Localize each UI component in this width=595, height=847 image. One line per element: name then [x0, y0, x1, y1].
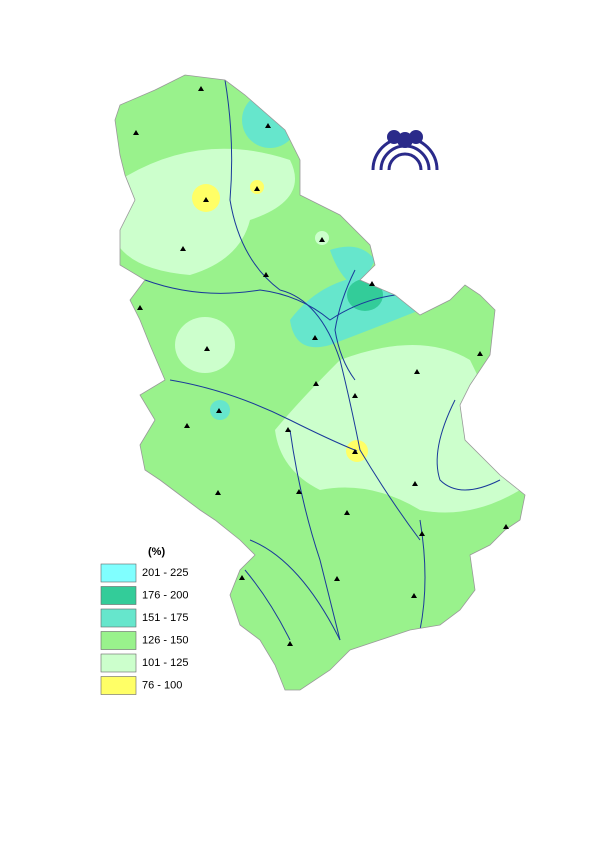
- legend-label: 151 - 175: [142, 612, 188, 624]
- legend-label: 201 - 225: [142, 567, 188, 579]
- legend-swatch: [100, 676, 137, 695]
- legend-swatch: [100, 563, 137, 583]
- zone-light: [175, 317, 235, 373]
- zone-dark: [347, 279, 383, 311]
- legend: 201 - 225 176 - 200 151 - 175 126 - 150 101 …: [100, 563, 188, 695]
- zone-teal: [290, 275, 420, 348]
- zone-light: [275, 345, 520, 513]
- legend-swatch: [100, 653, 137, 673]
- legend-swatch: [100, 631, 137, 650]
- logo: [371, 130, 439, 171]
- rivers: [144, 79, 501, 641]
- border: [114, 74, 526, 691]
- legend-title: (%): [148, 546, 165, 558]
- legend-swatch: [100, 608, 137, 628]
- legend-label: 126 - 150: [142, 634, 188, 646]
- legend-swatch: [100, 586, 137, 605]
- legend-label: 176 - 200: [142, 589, 188, 601]
- legend-label: 101 - 125: [142, 657, 188, 669]
- legend-label: 76 - 100: [142, 679, 182, 691]
